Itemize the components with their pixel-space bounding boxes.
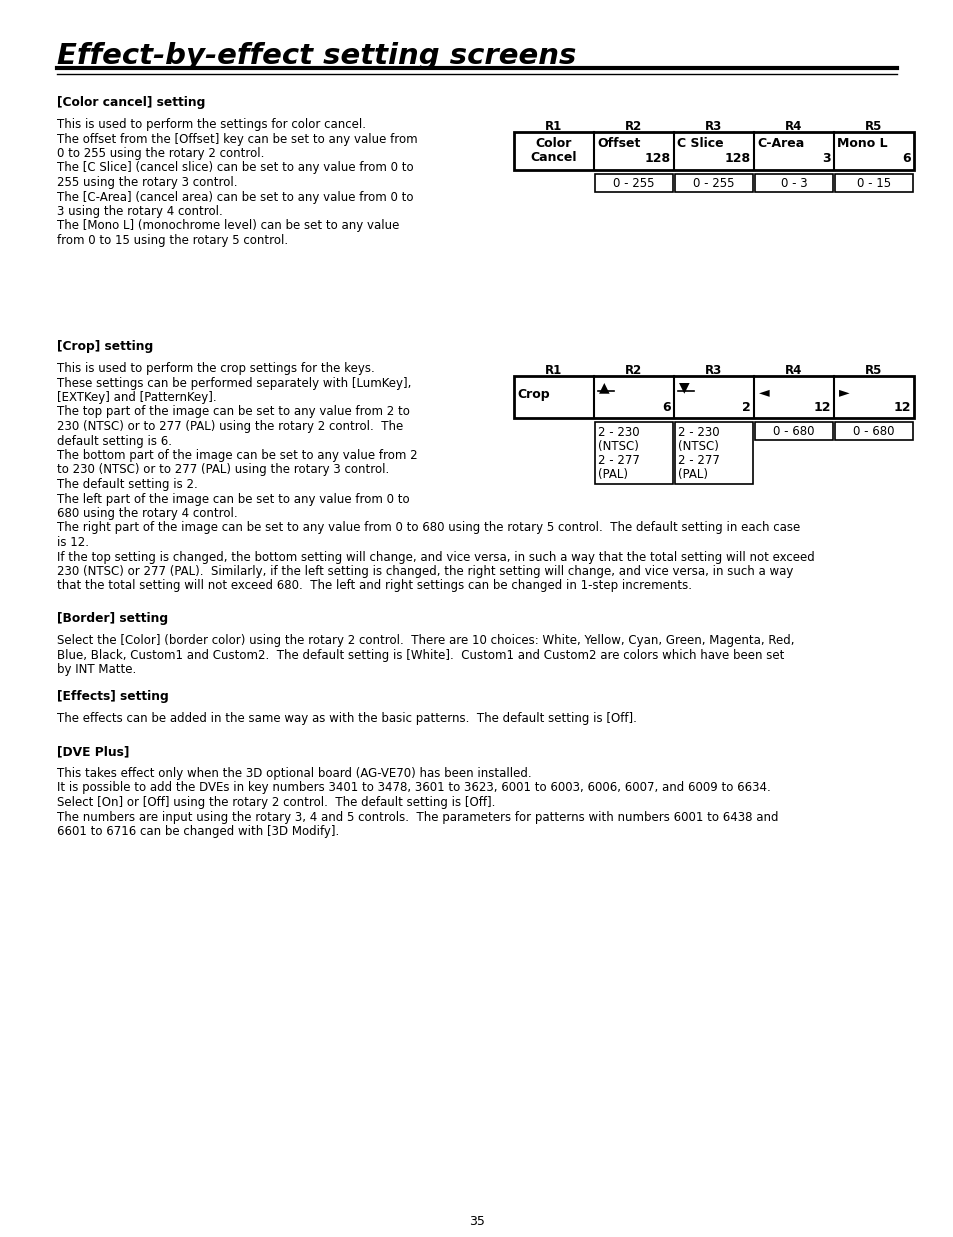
- Bar: [595, 174, 672, 192]
- Bar: [514, 132, 913, 169]
- Text: ▲: ▲: [598, 380, 609, 395]
- Text: 12: 12: [813, 401, 830, 414]
- Text: ◄: ◄: [759, 385, 769, 400]
- Text: is 12.: is 12.: [57, 536, 89, 549]
- Text: [Crop] setting: [Crop] setting: [57, 340, 153, 353]
- Text: ►: ►: [838, 385, 849, 400]
- Text: These settings can be performed separately with [LumKey],: These settings can be performed separate…: [57, 376, 411, 390]
- Text: 255 using the rotary 3 control.: 255 using the rotary 3 control.: [57, 176, 237, 189]
- Text: 6601 to 6716 can be changed with [3D Modify].: 6601 to 6716 can be changed with [3D Mod…: [57, 825, 339, 837]
- Bar: [595, 422, 672, 484]
- Text: Blue, Black, Custom1 and Custom2.  The default setting is [White].  Custom1 and : Blue, Black, Custom1 and Custom2. The de…: [57, 648, 783, 662]
- Text: that the total setting will not exceed 680.  The left and right settings can be : that the total setting will not exceed 6…: [57, 579, 691, 593]
- Bar: [675, 422, 752, 484]
- Text: 128: 128: [644, 152, 670, 165]
- Text: (PAL): (PAL): [598, 468, 627, 481]
- Text: Color: Color: [536, 137, 572, 150]
- Text: The right part of the image can be set to any value from 0 to 680 using the rota: The right part of the image can be set t…: [57, 522, 800, 534]
- Text: R1: R1: [545, 364, 562, 377]
- Text: 6: 6: [661, 401, 670, 414]
- Bar: [754, 422, 832, 440]
- Text: 128: 128: [724, 152, 750, 165]
- Text: Select [On] or [Off] using the rotary 2 control.  The default setting is [Off].: Select [On] or [Off] using the rotary 2 …: [57, 795, 495, 809]
- Text: [DVE Plus]: [DVE Plus]: [57, 745, 130, 758]
- Text: R3: R3: [704, 364, 721, 377]
- Text: This is used to perform the crop settings for the keys.: This is used to perform the crop setting…: [57, 362, 375, 375]
- Text: (NTSC): (NTSC): [598, 440, 639, 453]
- Text: The [C Slice] (cancel slice) can be set to any value from 0 to: The [C Slice] (cancel slice) can be set …: [57, 162, 414, 174]
- Text: default setting is 6.: default setting is 6.: [57, 434, 172, 448]
- Text: from 0 to 15 using the rotary 5 control.: from 0 to 15 using the rotary 5 control.: [57, 234, 288, 247]
- Text: 0 - 15: 0 - 15: [856, 177, 890, 190]
- Text: The [C-Area] (cancel area) can be set to any value from 0 to: The [C-Area] (cancel area) can be set to…: [57, 190, 413, 204]
- Text: [Border] setting: [Border] setting: [57, 612, 168, 625]
- Text: The top part of the image can be set to any value from 2 to: The top part of the image can be set to …: [57, 406, 410, 418]
- Text: If the top setting is changed, the bottom setting will change, and vice versa, i: If the top setting is changed, the botto…: [57, 550, 814, 564]
- Text: Cancel: Cancel: [530, 151, 577, 165]
- Bar: [675, 174, 752, 192]
- Text: 0 to 255 using the rotary 2 control.: 0 to 255 using the rotary 2 control.: [57, 147, 264, 160]
- Text: Offset: Offset: [597, 137, 639, 150]
- Text: The bottom part of the image can be set to any value from 2: The bottom part of the image can be set …: [57, 449, 417, 461]
- Text: [Effects] setting: [Effects] setting: [57, 690, 169, 703]
- Text: Crop: Crop: [517, 388, 549, 401]
- Text: 2: 2: [741, 401, 750, 414]
- Text: R4: R4: [784, 364, 801, 377]
- Text: 3 using the rotary 4 control.: 3 using the rotary 4 control.: [57, 205, 222, 218]
- Text: by INT Matte.: by INT Matte.: [57, 663, 136, 675]
- Text: Effect-by-effect setting screens: Effect-by-effect setting screens: [57, 42, 576, 71]
- Text: 12: 12: [893, 401, 910, 414]
- Text: The [Mono L] (monochrome level) can be set to any value: The [Mono L] (monochrome level) can be s…: [57, 219, 399, 233]
- Text: 0 - 680: 0 - 680: [773, 426, 814, 438]
- Text: The left part of the image can be set to any value from 0 to: The left part of the image can be set to…: [57, 492, 409, 506]
- Text: R4: R4: [784, 120, 801, 134]
- Text: R5: R5: [864, 120, 882, 134]
- Text: 2 - 277: 2 - 277: [598, 454, 639, 468]
- Text: R3: R3: [704, 120, 721, 134]
- Text: 230 (NTSC) or 277 (PAL).  Similarly, if the left setting is changed, the right s: 230 (NTSC) or 277 (PAL). Similarly, if t…: [57, 565, 793, 578]
- Text: R5: R5: [864, 364, 882, 377]
- Text: R2: R2: [625, 364, 642, 377]
- Text: C Slice: C Slice: [677, 137, 723, 150]
- Text: This takes effect only when the 3D optional board (AG-VE70) has been installed.: This takes effect only when the 3D optio…: [57, 767, 531, 781]
- Bar: [754, 174, 832, 192]
- Text: C-Area: C-Area: [757, 137, 803, 150]
- Text: 6: 6: [902, 152, 910, 165]
- Text: Select the [Color] (border color) using the rotary 2 control.  There are 10 choi: Select the [Color] (border color) using …: [57, 635, 794, 647]
- Text: [Color cancel] setting: [Color cancel] setting: [57, 96, 205, 109]
- Text: 2 - 230: 2 - 230: [678, 426, 719, 439]
- Text: It is possible to add the DVEs in key numbers 3401 to 3478, 3601 to 3623, 6001 t: It is possible to add the DVEs in key nu…: [57, 782, 770, 794]
- Text: 680 using the rotary 4 control.: 680 using the rotary 4 control.: [57, 507, 237, 520]
- Text: 0 - 255: 0 - 255: [613, 177, 654, 190]
- Text: 2 - 277: 2 - 277: [678, 454, 720, 468]
- Text: This is used to perform the settings for color cancel.: This is used to perform the settings for…: [57, 118, 366, 131]
- Text: (PAL): (PAL): [678, 468, 707, 481]
- Text: R2: R2: [625, 120, 642, 134]
- Text: 3: 3: [821, 152, 830, 165]
- Text: 0 - 255: 0 - 255: [693, 177, 734, 190]
- Text: 0 - 3: 0 - 3: [780, 177, 806, 190]
- Text: Mono L: Mono L: [836, 137, 886, 150]
- Text: 0 - 680: 0 - 680: [852, 426, 894, 438]
- Text: R1: R1: [545, 120, 562, 134]
- Bar: [834, 422, 912, 440]
- Text: The default setting is 2.: The default setting is 2.: [57, 477, 197, 491]
- Text: The effects can be added in the same way as with the basic patterns.  The defaul: The effects can be added in the same way…: [57, 713, 637, 725]
- Text: 35: 35: [469, 1215, 484, 1228]
- Text: 230 (NTSC) or to 277 (PAL) using the rotary 2 control.  The: 230 (NTSC) or to 277 (PAL) using the rot…: [57, 421, 403, 433]
- Text: ▼: ▼: [679, 380, 689, 395]
- Text: The numbers are input using the rotary 3, 4 and 5 controls.  The parameters for : The numbers are input using the rotary 3…: [57, 810, 778, 824]
- Text: [EXTKey] and [PatternKey].: [EXTKey] and [PatternKey].: [57, 391, 216, 404]
- Text: The offset from the [Offset] key can be set to any value from: The offset from the [Offset] key can be …: [57, 132, 417, 146]
- Bar: [514, 376, 913, 418]
- Text: to 230 (NTSC) or to 277 (PAL) using the rotary 3 control.: to 230 (NTSC) or to 277 (PAL) using the …: [57, 464, 389, 476]
- Bar: [834, 174, 912, 192]
- Text: (NTSC): (NTSC): [678, 440, 719, 453]
- Text: 2 - 230: 2 - 230: [598, 426, 639, 439]
